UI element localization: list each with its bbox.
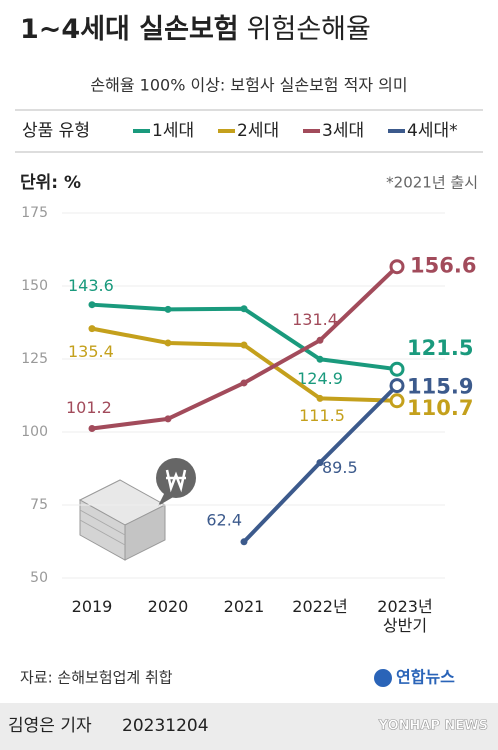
- data-label: 131.4: [292, 310, 338, 329]
- data-point: [389, 361, 405, 377]
- data-point: [316, 336, 324, 344]
- title-light: 위험손해율: [247, 14, 371, 45]
- data-point: [88, 325, 96, 333]
- data-label: 111.5: [299, 406, 345, 425]
- title-bold: 1~4세대 실손보험: [20, 14, 239, 45]
- data-point: [164, 415, 172, 423]
- x-tick-label: 2023년 상반기: [377, 597, 433, 635]
- legend-label: 2세대: [237, 121, 279, 141]
- data-point: [240, 341, 248, 349]
- y-tick-label: 175: [21, 205, 48, 221]
- data-point: [88, 301, 96, 309]
- y-tick-label: 75: [30, 497, 48, 513]
- legend-label: 4세대*: [407, 121, 458, 141]
- data-point: [88, 424, 96, 432]
- data-label: 62.4: [206, 510, 242, 529]
- data-point: [389, 393, 405, 409]
- data-point: [389, 378, 405, 394]
- data-label: 135.4: [68, 342, 114, 361]
- data-point: [240, 305, 248, 313]
- x-tick-label: 2022년: [292, 597, 348, 616]
- y-tick-label: 150: [21, 278, 48, 294]
- data-point: [240, 379, 248, 387]
- y-tick-label: 100: [21, 424, 48, 440]
- data-point: [240, 538, 248, 546]
- logo-mark: [374, 669, 392, 687]
- data-point: [164, 339, 172, 347]
- subtitle: 손해율 100% 이상: 보험사 실손보험 적자 의미: [90, 76, 407, 95]
- legend-title: 상품 유형: [22, 121, 90, 141]
- watermark: YONHAP NEWS: [378, 719, 488, 734]
- data-point: [316, 394, 324, 402]
- byline: 김영은 기자: [8, 716, 92, 736]
- note: *2021년 출시: [386, 174, 478, 192]
- x-tick-label: 2020: [147, 597, 189, 616]
- legend-label: 1세대: [152, 121, 194, 141]
- logo: 연합뉴스: [396, 668, 455, 687]
- y-tick-label: 50: [30, 570, 48, 586]
- data-label: 89.5: [322, 458, 358, 477]
- money-icon: [78, 458, 196, 561]
- unit-label: 단위: %: [20, 173, 81, 193]
- legend-label: 3세대: [322, 121, 364, 141]
- data-label: 101.2: [66, 398, 112, 417]
- x-tick-label: 2019: [71, 597, 113, 616]
- y-tick-label: 125: [21, 351, 48, 367]
- data-label: 110.7: [407, 396, 473, 420]
- data-label: 121.5: [407, 336, 473, 360]
- source: 자료: 손해보험업계 취합: [20, 669, 173, 687]
- data-label: 115.9: [407, 375, 473, 399]
- footer-band: [0, 703, 498, 750]
- date: 20231204: [122, 716, 209, 736]
- data-point: [164, 305, 172, 313]
- data-label: 124.9: [297, 369, 343, 388]
- data-point: [316, 355, 324, 363]
- data-label: 143.6: [68, 276, 114, 295]
- chart-title: 1~4세대 실손보험 위험손해율: [20, 14, 371, 45]
- data-point: [316, 459, 324, 467]
- x-tick-label: 2021: [223, 597, 265, 616]
- data-label: 156.6: [410, 254, 476, 278]
- data-point: [389, 259, 405, 275]
